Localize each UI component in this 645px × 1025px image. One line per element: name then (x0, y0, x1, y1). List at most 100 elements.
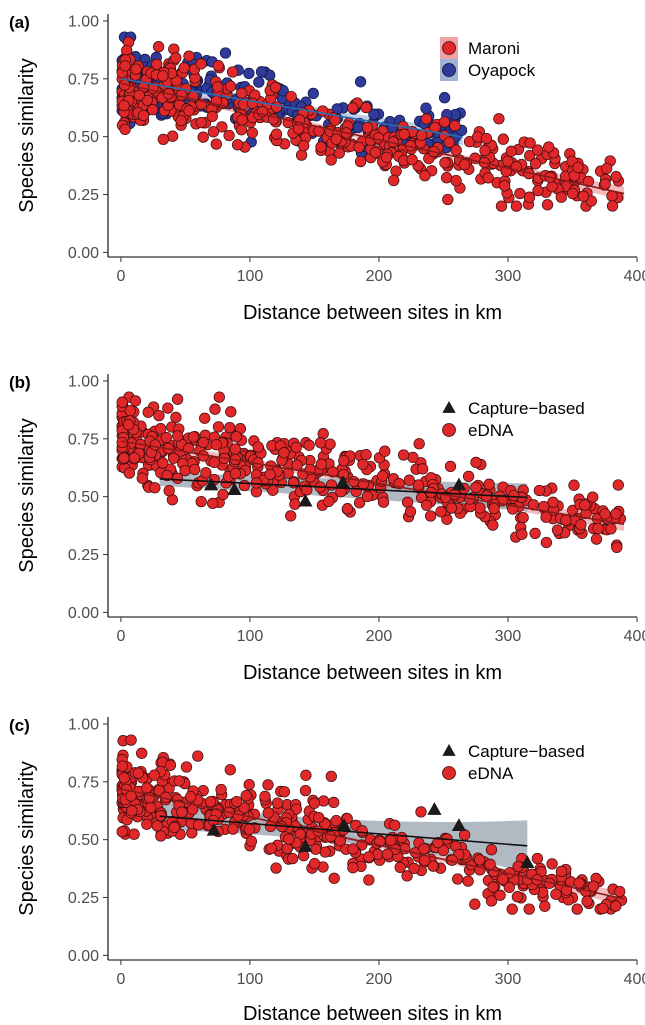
point-edna (136, 472, 148, 484)
point-edna (401, 870, 413, 882)
point-edna (207, 497, 219, 510)
point-maroni (514, 187, 526, 200)
y-tick-label: 0.75 (68, 431, 99, 448)
y-tick-label: 0.00 (68, 245, 99, 262)
panel-c: 0.00 0.25 0.50 0.75 1.00 0 100 200 300 400 (c) Di… (9, 716, 645, 1025)
point-edna (210, 439, 222, 451)
point-maroni (195, 58, 207, 70)
point-edna (319, 846, 331, 858)
point-edna (517, 511, 529, 524)
point-edna (155, 423, 167, 435)
point-maroni (130, 63, 142, 75)
point-maroni (458, 158, 471, 171)
point-edna (317, 795, 330, 807)
point-maroni (369, 146, 382, 159)
y-tick-label: 1.00 (68, 373, 99, 390)
point-maroni (119, 60, 131, 72)
point-edna (327, 466, 339, 478)
point-maroni (224, 80, 237, 92)
x-tick-label: 0 (116, 628, 125, 645)
legend-marker-edna (442, 766, 456, 780)
point-maroni (207, 126, 220, 138)
point-edna (415, 806, 427, 818)
point-maroni (543, 141, 555, 153)
point-oyapock (420, 102, 432, 114)
point-edna (167, 452, 180, 464)
point-edna (540, 511, 552, 523)
x-tick-label: 300 (495, 268, 522, 285)
point-edna (506, 903, 518, 915)
point-edna (126, 805, 138, 817)
point-maroni (269, 81, 282, 93)
point-edna (145, 802, 157, 814)
point-maroni (577, 190, 590, 202)
point-edna (171, 393, 184, 405)
point-edna (179, 464, 191, 477)
y-tick-label: 0.50 (68, 489, 99, 506)
point-edna (417, 463, 429, 475)
point-edna (338, 455, 350, 467)
point-edna (278, 447, 290, 459)
point-maroni (315, 141, 327, 153)
y-tick-label: 0.50 (68, 129, 99, 146)
point-maroni (183, 50, 195, 62)
point-edna (427, 860, 439, 872)
point-edna (404, 505, 417, 518)
point-edna (162, 402, 174, 414)
point-edna (197, 436, 209, 449)
point-maroni (479, 144, 491, 157)
point-edna (581, 895, 593, 907)
x-tick-label: 400 (624, 628, 645, 645)
point-capture-based (298, 493, 313, 507)
point-edna (136, 747, 148, 759)
point-edna (488, 502, 500, 515)
point-edna (485, 895, 498, 907)
point-edna (265, 842, 277, 854)
point-edna (363, 851, 375, 863)
point-maroni (449, 120, 461, 132)
point-maroni (380, 151, 393, 164)
point-maroni (354, 155, 367, 168)
point-edna (394, 861, 406, 874)
point-maroni (420, 113, 433, 125)
point-maroni (606, 200, 619, 212)
y-tick-label: 1.00 (68, 13, 99, 30)
point-edna (238, 802, 250, 814)
point-edna (290, 441, 302, 454)
point-oyapock (219, 47, 232, 59)
point-edna (403, 474, 415, 486)
point-edna (259, 790, 271, 803)
point-edna (612, 479, 624, 491)
point-edna (193, 819, 205, 831)
point-maroni (439, 157, 451, 169)
point-edna (128, 452, 140, 464)
legend-symbol-edna (442, 766, 456, 780)
point-edna (185, 791, 197, 803)
point-maroni (175, 114, 187, 127)
x-tick-label: 400 (624, 971, 645, 988)
point-maroni (197, 131, 209, 143)
point-maroni (360, 101, 372, 114)
legend-label-capture-based: Capture−based (468, 742, 585, 761)
point-edna (124, 404, 136, 417)
x-tick-label: 0 (116, 971, 125, 988)
point-edna (485, 844, 498, 856)
panel-label: (c) (9, 716, 30, 735)
point-maroni (118, 99, 130, 112)
point-edna (324, 438, 336, 450)
point-maroni (210, 138, 222, 150)
legend-marker-maroni (442, 41, 456, 55)
point-edna (614, 885, 626, 898)
x-axis-title: Distance between sites in km (243, 1003, 502, 1025)
point-edna (611, 541, 623, 554)
point-edna (204, 796, 217, 808)
point-edna (550, 888, 562, 900)
point-edna (290, 803, 302, 815)
point-maroni (170, 52, 182, 64)
point-edna (503, 881, 515, 894)
point-edna (356, 825, 368, 837)
point-edna (323, 495, 335, 508)
point-edna (315, 458, 327, 470)
point-maroni (493, 113, 505, 125)
fit-line-capture-based (159, 478, 528, 499)
